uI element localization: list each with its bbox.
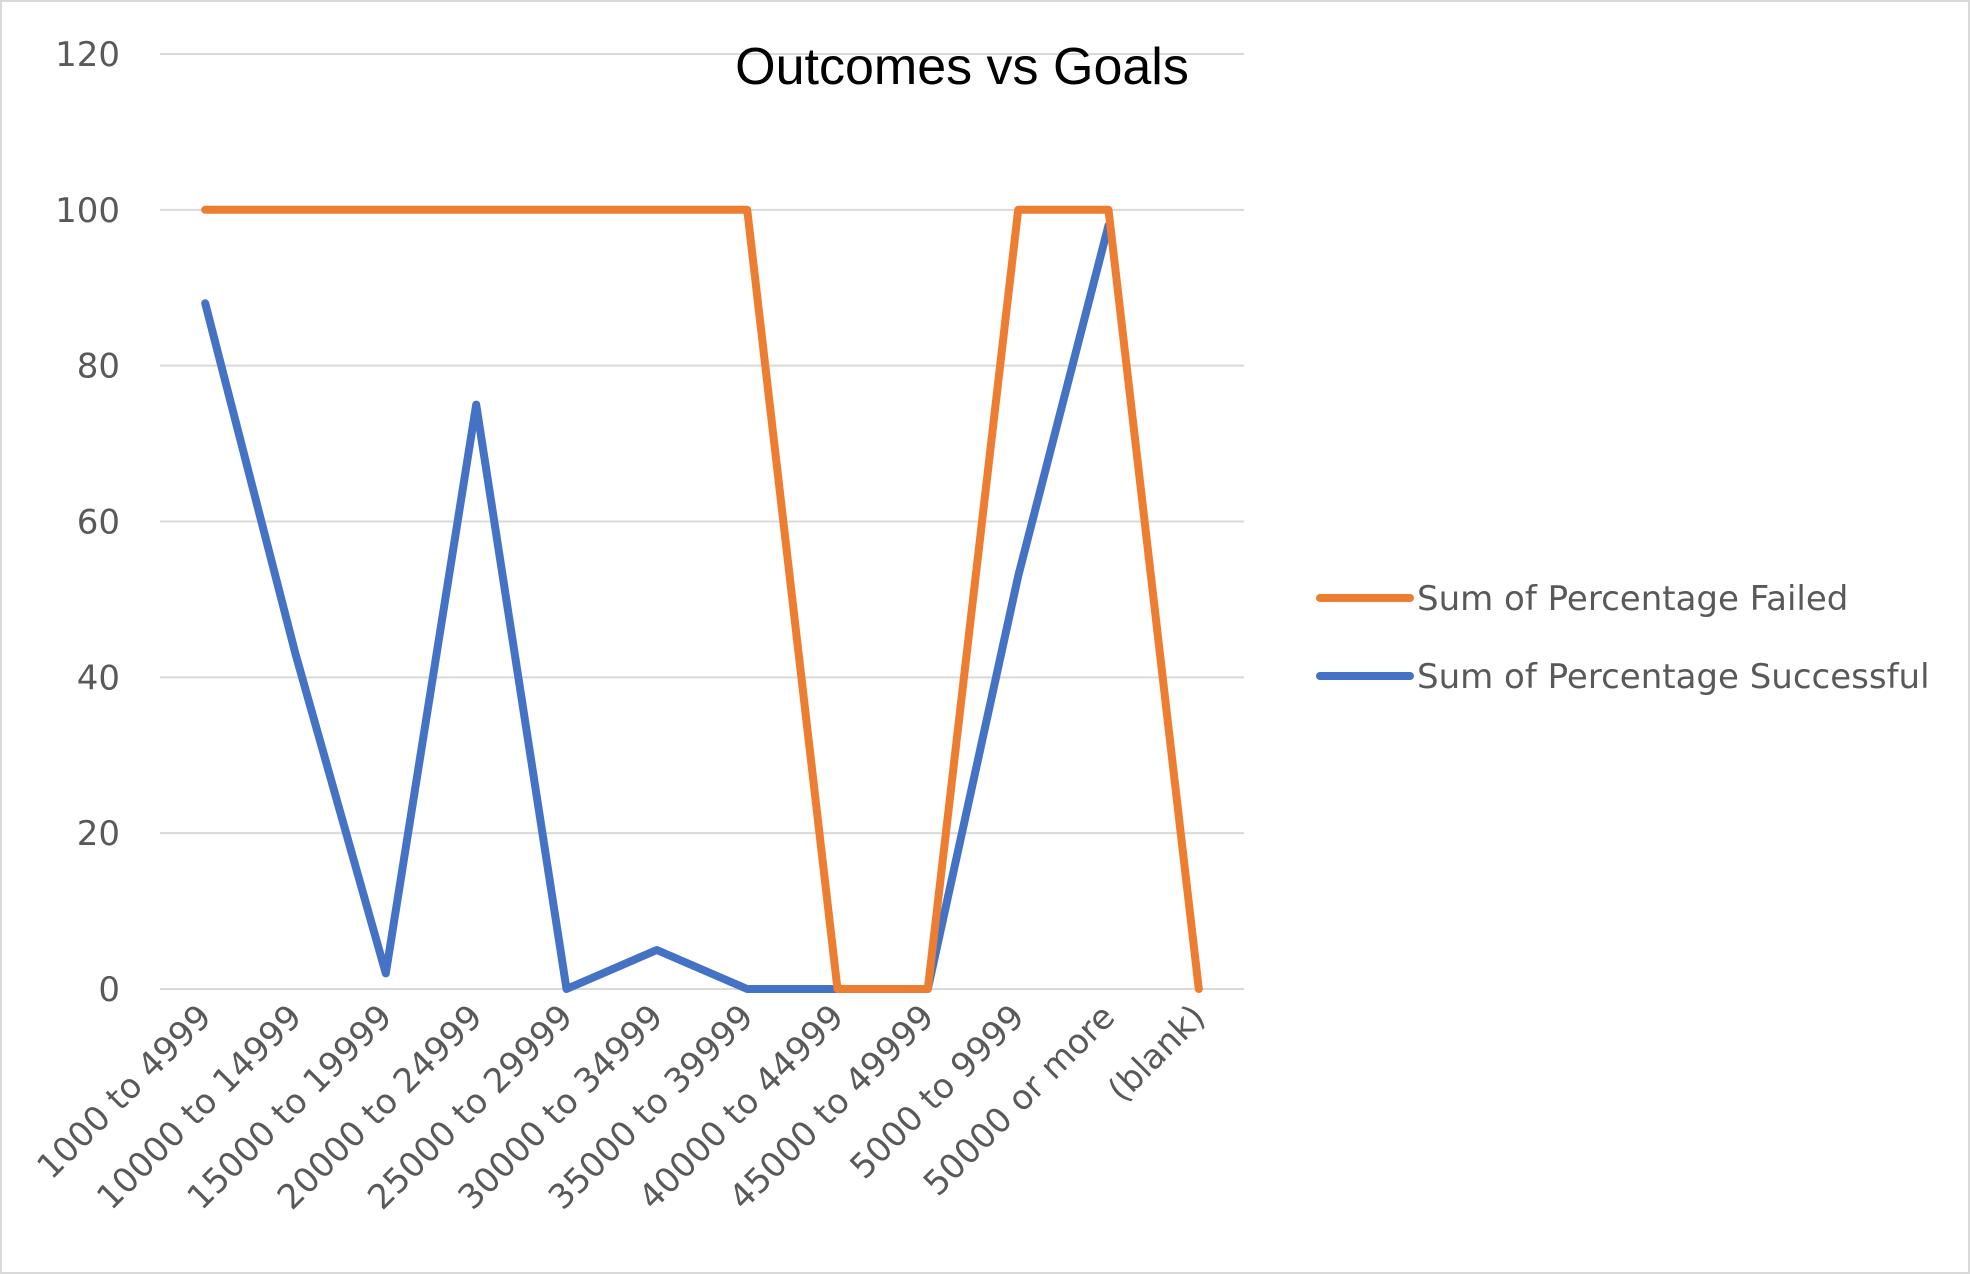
- y-tick-label: 60: [77, 503, 120, 543]
- y-tick-label: 0: [98, 970, 120, 1010]
- chart-title: Outcomes vs Goals: [735, 38, 1189, 96]
- legend-label: Sum of Percentage Failed: [1417, 579, 1848, 619]
- series-lines: [201, 205, 1203, 993]
- series-line: [201, 221, 1113, 993]
- series-line: [201, 205, 1203, 993]
- gridlines: [160, 53, 1244, 990]
- x-tick-label: (blank): [1100, 997, 1213, 1110]
- y-tick-label: 120: [55, 35, 120, 75]
- y-tick-label: 20: [77, 814, 120, 854]
- legend-label: Sum of Percentage Successful: [1417, 657, 1930, 697]
- y-tick-label: 80: [77, 347, 120, 387]
- y-tick-label: 40: [77, 658, 120, 698]
- y-axis-ticks: 0 20 40 60 80 100 120: [55, 35, 120, 1010]
- legend: Sum of Percentage Failed Sum of Percentag…: [1316, 579, 1930, 697]
- y-tick-label: 100: [55, 191, 120, 231]
